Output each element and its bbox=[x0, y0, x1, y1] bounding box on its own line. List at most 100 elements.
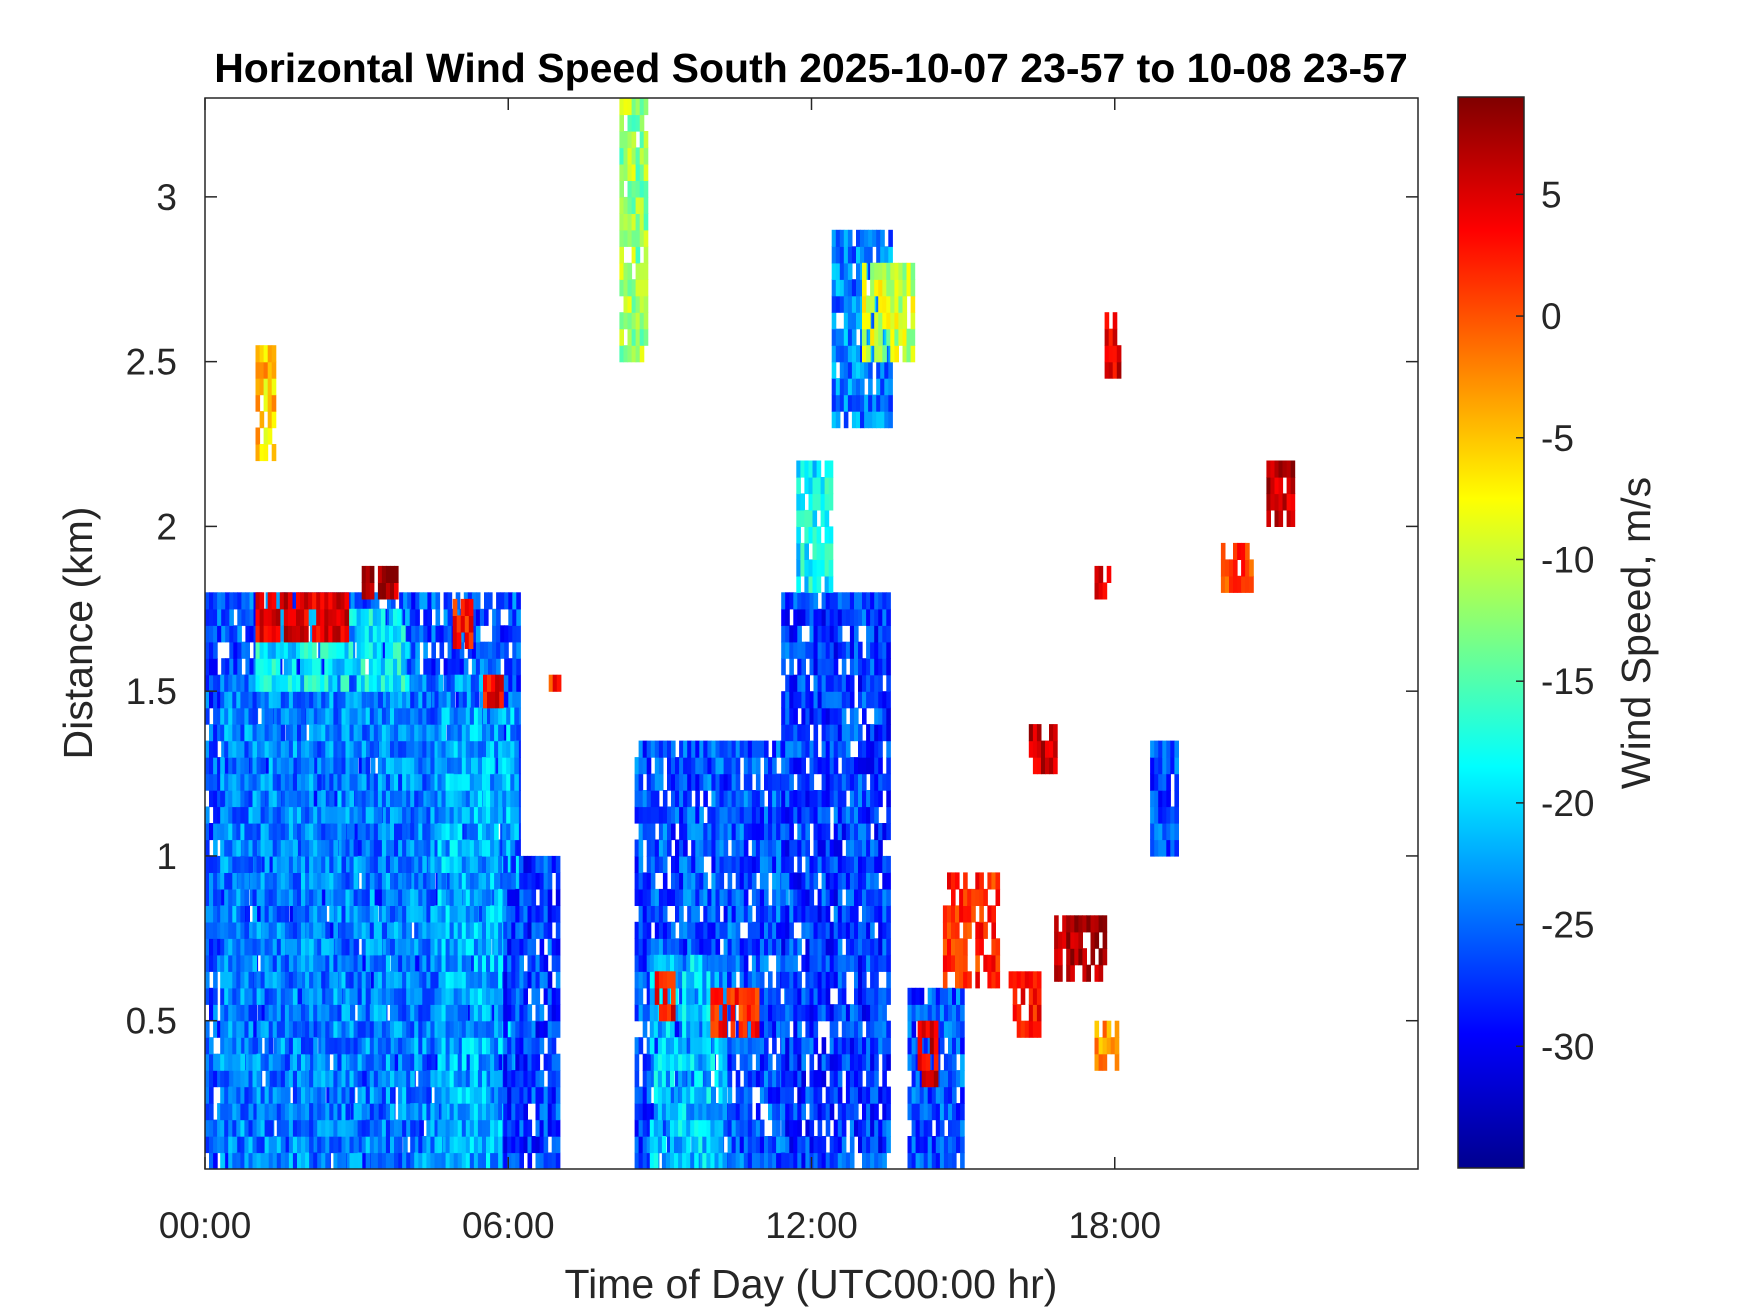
heatmap-cell bbox=[390, 1020, 395, 1038]
heatmap-cell bbox=[244, 707, 249, 725]
heatmap-cell bbox=[502, 839, 507, 857]
heatmap-cell bbox=[256, 1119, 262, 1137]
heatmap-cell bbox=[373, 971, 379, 989]
heatmap-cell bbox=[445, 707, 451, 725]
heatmap-cell bbox=[260, 1053, 266, 1071]
heatmap-cell bbox=[523, 872, 528, 890]
heatmap-cell bbox=[232, 1020, 237, 1038]
heatmap-cell bbox=[407, 658, 412, 676]
heatmap-cell bbox=[441, 1020, 447, 1038]
heatmap-cell bbox=[473, 724, 479, 742]
heatmap-cell bbox=[220, 674, 225, 692]
heatmap-cell bbox=[292, 806, 298, 824]
heatmap-cell bbox=[506, 855, 511, 873]
heatmap-cell bbox=[361, 757, 367, 775]
heatmap-cell bbox=[236, 674, 241, 692]
heatmap-cell bbox=[225, 658, 230, 676]
heatmap-cell bbox=[397, 674, 402, 692]
heatmap-cell bbox=[217, 905, 222, 923]
heatmap-cell bbox=[280, 740, 286, 758]
heatmap-cell bbox=[422, 740, 427, 758]
heatmap-cell bbox=[372, 658, 378, 676]
heatmap-cell bbox=[395, 938, 400, 956]
heatmap-cell bbox=[402, 1020, 407, 1038]
heatmap-cell bbox=[225, 790, 230, 808]
heatmap-cell bbox=[418, 921, 423, 939]
heatmap-cell bbox=[264, 773, 270, 791]
heatmap-cell bbox=[394, 823, 399, 841]
heatmap-cell bbox=[256, 806, 262, 824]
heatmap-cell bbox=[333, 855, 338, 873]
heatmap-cell bbox=[237, 592, 242, 610]
heatmap-cell bbox=[232, 1004, 237, 1022]
heatmap-cell bbox=[221, 658, 226, 676]
heatmap-cell bbox=[474, 674, 480, 692]
heatmap-cell bbox=[361, 888, 367, 906]
heatmap-cell bbox=[333, 740, 338, 758]
heatmap-cell bbox=[406, 740, 411, 758]
heatmap-cell bbox=[205, 1037, 210, 1055]
heatmap-cell bbox=[471, 608, 477, 626]
heatmap-cell bbox=[437, 1136, 443, 1154]
heatmap-cell bbox=[498, 888, 503, 906]
heatmap-cell bbox=[494, 1103, 499, 1121]
heatmap-cell bbox=[494, 839, 499, 857]
heatmap-cell bbox=[264, 1152, 270, 1169]
heatmap-cell bbox=[434, 954, 440, 972]
heatmap-cell bbox=[503, 1119, 508, 1137]
heatmap-cell bbox=[329, 806, 334, 824]
heatmap-cell bbox=[373, 1037, 379, 1055]
heatmap-cell bbox=[245, 905, 250, 923]
heatmap-cell bbox=[297, 1004, 302, 1022]
heatmap-cell bbox=[288, 888, 294, 906]
heatmap-cell bbox=[486, 1004, 491, 1022]
heatmap-cell bbox=[512, 641, 517, 659]
heatmap-cell bbox=[276, 1086, 282, 1104]
heatmap-cell bbox=[410, 790, 415, 808]
heatmap-cell bbox=[280, 1070, 286, 1088]
heatmap-cell bbox=[305, 855, 310, 873]
heatmap-cell bbox=[411, 872, 416, 890]
heatmap-cell bbox=[470, 757, 476, 775]
heatmap-cell bbox=[229, 1070, 234, 1088]
heatmap-cell bbox=[232, 1053, 237, 1071]
heatmap-cell bbox=[366, 724, 372, 742]
heatmap-cell bbox=[539, 1020, 545, 1038]
heatmap-cell bbox=[263, 641, 269, 659]
heatmap-cell bbox=[220, 905, 225, 923]
heatmap-cell bbox=[482, 1103, 487, 1121]
heatmap-cell bbox=[284, 1119, 290, 1137]
heatmap-cell bbox=[326, 790, 331, 808]
heatmap-cell bbox=[449, 806, 455, 824]
heatmap-cell bbox=[341, 1070, 347, 1088]
heatmap-cell bbox=[516, 592, 521, 610]
heatmap-cell bbox=[519, 1086, 524, 1104]
heatmap-cell bbox=[284, 806, 290, 824]
heatmap-cell bbox=[465, 1070, 471, 1088]
heatmap-cell bbox=[461, 839, 467, 857]
heatmap-cell bbox=[344, 641, 350, 659]
heatmap-cell bbox=[479, 641, 485, 659]
heatmap-cell bbox=[280, 806, 286, 824]
heatmap-cell bbox=[402, 987, 407, 1005]
heatmap-cell bbox=[492, 641, 497, 659]
heatmap-cell bbox=[369, 691, 375, 709]
heatmap-cell bbox=[305, 971, 310, 989]
heatmap-cell bbox=[377, 855, 383, 873]
heatmap-cell bbox=[352, 608, 358, 626]
heatmap-cell bbox=[232, 938, 237, 956]
heatmap-cell bbox=[261, 707, 267, 725]
heatmap-cell bbox=[531, 1020, 537, 1038]
heatmap-cell bbox=[486, 1136, 491, 1154]
heatmap-cell bbox=[309, 757, 314, 775]
heatmap-cell bbox=[381, 839, 387, 857]
heatmap-cell bbox=[434, 806, 440, 824]
heatmap-cell bbox=[394, 773, 399, 791]
heatmap-cell bbox=[325, 888, 330, 906]
heatmap-cell bbox=[457, 1152, 463, 1169]
heatmap-cell bbox=[302, 971, 307, 989]
heatmap-cell bbox=[430, 1152, 435, 1169]
heatmap-cell bbox=[244, 1152, 249, 1169]
heatmap-cell bbox=[217, 888, 222, 906]
heatmap-cell bbox=[236, 938, 241, 956]
